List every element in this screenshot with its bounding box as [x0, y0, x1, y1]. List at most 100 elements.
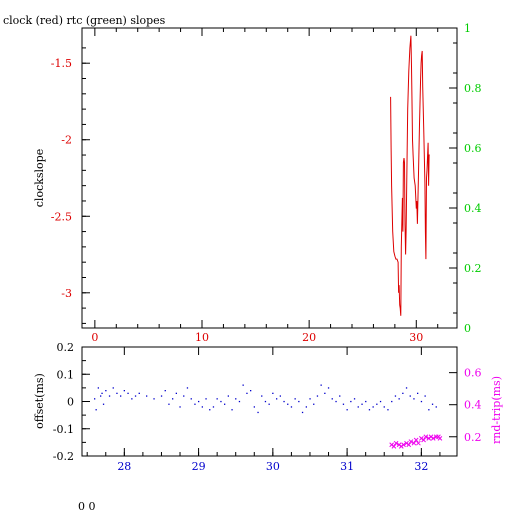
- offset-point: [216, 398, 218, 400]
- bottom-ytick-label: -0.1: [53, 423, 74, 436]
- top-y2tick-label: 0.4: [464, 202, 482, 215]
- top-plot-frame: [81, 27, 458, 329]
- offset-point: [339, 395, 341, 397]
- top-y2tick-label: 0: [464, 322, 471, 335]
- offset-point: [242, 384, 244, 386]
- top-xtick-label: 30: [409, 331, 423, 344]
- offset-point: [272, 392, 274, 394]
- offset-point: [120, 395, 122, 397]
- bottom-y2tick-label: 0.6: [464, 367, 482, 380]
- top-ytick-label: -1.5: [51, 57, 72, 70]
- offset-point: [279, 395, 281, 397]
- offset-point: [376, 403, 378, 405]
- offset-point: [276, 398, 278, 400]
- top-ytick-label: -3: [61, 287, 72, 300]
- offset-point: [198, 400, 200, 403]
- offset-point: [290, 406, 293, 408]
- round-trip-point: [437, 436, 443, 441]
- offset-point: [361, 403, 363, 405]
- bottom-xtick-label: 28: [117, 460, 131, 473]
- offset-point: [387, 409, 389, 411]
- offset-point: [309, 398, 311, 400]
- offset-point: [346, 409, 348, 411]
- chart-title: clock (red) rtc (green) slopes: [3, 14, 166, 27]
- offset-point: [313, 403, 315, 405]
- offset-point: [186, 387, 189, 389]
- bottom-chart-marks: 0.2 0.1 0 -0.1 -0.2 0.6 0.4 0.2 28 29 30 31 32: [53, 341, 482, 473]
- clock-slope-line: [390, 35, 430, 316]
- offset-point: [123, 390, 125, 392]
- offset-point: [235, 398, 237, 400]
- bottom-plot-frame: [81, 346, 458, 457]
- offset-point: [227, 395, 229, 397]
- offset-point: [138, 392, 140, 394]
- offset-point: [231, 409, 233, 411]
- offset-point: [168, 403, 170, 405]
- offset-point: [409, 395, 411, 397]
- offset-point: [194, 403, 196, 405]
- offset-point: [108, 395, 111, 397]
- bottom-y2tick-label: 0.2: [464, 431, 482, 444]
- bottom-ylabel: offset(ms): [33, 373, 46, 429]
- offset-point: [175, 392, 177, 394]
- offset-point: [424, 395, 426, 397]
- round-trip-point: [430, 436, 436, 441]
- top-ylabel: clockslope: [33, 149, 46, 207]
- offset-point: [102, 403, 105, 405]
- offset-point: [146, 395, 148, 397]
- top-y2tick-label: 0.2: [464, 262, 482, 275]
- offset-point: [287, 403, 289, 405]
- offset-point: [164, 390, 166, 392]
- offset-point: [350, 400, 352, 403]
- offset-point: [209, 409, 211, 411]
- round-trip-point: [411, 440, 417, 446]
- offset-point: [327, 387, 330, 389]
- offset-point: [220, 400, 222, 403]
- bottom-xtick-label: 29: [192, 460, 206, 473]
- bottom-y2label: rnd-trip(ms): [490, 376, 503, 444]
- offset-point: [250, 390, 252, 392]
- offset-point: [172, 398, 174, 400]
- round-trip-point: [416, 440, 421, 446]
- footer-label: 0 0: [78, 500, 96, 512]
- round-trip-point: [423, 434, 429, 440]
- offset-point: [335, 400, 337, 403]
- offset-point: [305, 406, 307, 408]
- offset-point: [101, 392, 103, 394]
- bottom-ytick-label: 0.1: [57, 368, 75, 381]
- top-ytick-label: -2: [61, 134, 72, 147]
- offset-point: [224, 403, 226, 405]
- offset-point: [342, 403, 345, 405]
- offset-point: [435, 406, 437, 408]
- offset-point: [95, 409, 97, 411]
- top-ytick-label: -2.5: [51, 210, 72, 223]
- offset-point: [112, 387, 114, 389]
- top-xtick-label: 0: [91, 331, 98, 344]
- offset-point: [134, 395, 137, 397]
- offset-point: [294, 398, 296, 400]
- offset-point: [160, 395, 163, 397]
- offset-point: [324, 392, 326, 394]
- top-y2tick-label: 0.6: [464, 142, 482, 155]
- offset-point: [97, 387, 99, 389]
- offset-point: [283, 400, 285, 403]
- offset-point: [417, 392, 419, 394]
- top-xtick-label: 10: [195, 331, 209, 344]
- round-trip-point: [408, 439, 414, 444]
- offset-point: [253, 406, 255, 408]
- offset-point: [353, 398, 356, 400]
- offset-point: [365, 400, 367, 403]
- offset-point: [179, 406, 181, 408]
- offset-point: [201, 406, 203, 408]
- offset-point: [402, 392, 404, 394]
- offset-point: [183, 395, 185, 397]
- offset-point: [428, 409, 430, 411]
- offset-point: [320, 384, 322, 386]
- offset-point: [316, 395, 319, 397]
- top-y2tick-label: 1: [464, 22, 471, 35]
- top-xtick-label: 20: [302, 331, 316, 344]
- offset-point: [383, 406, 385, 408]
- offset-point: [331, 398, 333, 400]
- bottom-ytick-label: 0.2: [57, 341, 75, 354]
